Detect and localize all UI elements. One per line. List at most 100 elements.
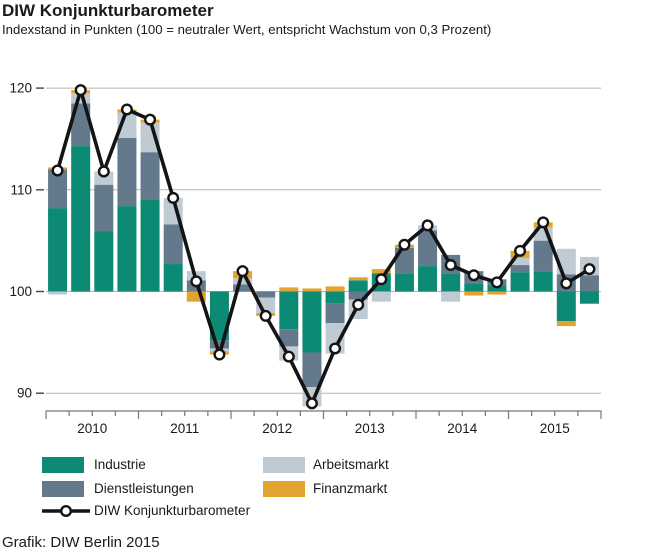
bar-segment-industrie — [510, 272, 530, 292]
page-title: DIW Konjunkturbarometer — [2, 1, 214, 20]
bar-segment-dienstleistungen — [279, 329, 299, 347]
barometer-marker — [467, 269, 480, 282]
bar-segment-industrie — [163, 264, 183, 292]
barometer-line — [55, 88, 592, 406]
bar-segment-industrie — [71, 146, 91, 292]
x-axis-year-label: 2015 — [540, 421, 570, 436]
bar-segment-finanzmarkt — [302, 288, 322, 292]
barometer-marker — [259, 309, 272, 322]
bar-segment-dienstleistungen — [533, 240, 553, 272]
bar-segment-dienstleistungen — [233, 284, 253, 292]
bar-segment-dienstleistungen — [348, 291, 368, 300]
legend-line-sample-icon — [42, 504, 90, 518]
bar-segment-finanzmarkt — [556, 320, 576, 327]
y-axis-label: 90 — [17, 386, 32, 401]
barometer-marker — [144, 113, 157, 126]
bar-segment-industrie — [394, 273, 414, 292]
barometer-marker — [74, 84, 87, 97]
bar-segment-finanzmarkt — [464, 291, 484, 296]
y-axis-label: 120 — [9, 81, 32, 96]
bar-segment-industrie — [418, 266, 438, 292]
y-axis-label: 110 — [10, 182, 32, 197]
bar-segment-arbeitsmarkt — [510, 257, 530, 266]
barometer-marker — [490, 276, 503, 289]
bar-segment-industrie — [579, 291, 599, 304]
x-axis-year-label: 2012 — [262, 421, 292, 436]
legend-swatch-arbeitsmarkt — [263, 457, 305, 473]
legend-swatch-industrie — [42, 457, 84, 473]
bar-segment-finanzmarkt — [348, 277, 368, 281]
bar-segment-industrie — [464, 283, 484, 292]
barometer-marker — [236, 265, 249, 278]
barometer-marker — [213, 348, 226, 361]
barometer-marker — [190, 275, 203, 288]
legend-swatch-dienstleistungen — [42, 481, 84, 497]
chart-subtitle: Indexstand in Punkten (100 = neutraler W… — [2, 22, 492, 37]
bar-segment-arbeitsmarkt — [71, 93, 91, 104]
bar-segment-dienstleistungen — [325, 303, 345, 324]
barometer-marker — [583, 263, 596, 276]
barometer-marker — [444, 259, 457, 272]
legend-swatch-finanzmarkt — [263, 481, 305, 497]
barometer-marker — [51, 164, 64, 177]
bar-segment-industrie — [117, 206, 137, 292]
barometer-marker — [560, 277, 573, 290]
barometer-marker — [282, 350, 295, 363]
bar-segment-industrie — [302, 291, 322, 353]
bar-segment-dienstleistungen — [71, 103, 91, 147]
bar-segment-dienstleistungen — [117, 137, 137, 207]
barometer-marker — [514, 244, 527, 257]
x-axis-year-label: 2011 — [170, 421, 199, 436]
bar-segment-industrie — [209, 291, 229, 341]
bar-segment-finanzmarkt — [279, 287, 299, 292]
barometer-marker — [97, 165, 110, 178]
bar-segment-dienstleistungen — [256, 291, 276, 298]
legend-label-barometer: DIW Konjunkturbarometer — [94, 503, 251, 518]
bar-segment-industrie — [441, 273, 461, 292]
legend-label-arbeitsmarkt: Arbeitsmarkt — [313, 457, 389, 472]
bar-segment-arbeitsmarkt — [233, 278, 253, 285]
source-credit: Grafik: DIW Berlin 2015 — [2, 534, 160, 551]
barometer-marker — [329, 342, 342, 355]
bar-segment-dienstleistungen — [302, 352, 322, 388]
bar-segment-arbeitsmarkt — [371, 291, 391, 302]
bar-segment-dienstleistungen — [209, 340, 229, 349]
x-axis-year-label: 2010 — [77, 421, 107, 436]
bar-segment-industrie — [279, 291, 299, 330]
bar-segment-industrie — [556, 291, 576, 321]
bar-segment-arbeitsmarkt — [48, 291, 68, 295]
legend-label-industrie: Industrie — [94, 457, 146, 472]
bar-segment-dienstleistungen — [94, 184, 114, 232]
legend-label-finanzmarkt: Finanzmarkt — [313, 481, 388, 496]
bar-segment-industrie — [94, 231, 114, 292]
barometer-marker — [537, 216, 550, 229]
bar-segment-industrie — [533, 271, 553, 292]
bar-segment-dienstleistungen — [48, 169, 68, 209]
bar-segment-finanzmarkt — [371, 269, 391, 274]
bar-segment-finanzmarkt — [487, 291, 507, 295]
barometer-marker — [398, 238, 411, 251]
bar-segment-dienstleistungen — [418, 230, 438, 267]
y-axis-label: 100 — [9, 284, 32, 299]
bar-segment-arbeitsmarkt — [441, 291, 461, 302]
bar-segment-dienstleistungen — [579, 275, 599, 292]
bar-segment-industrie — [48, 208, 68, 292]
barometer-marker — [167, 191, 180, 204]
barometer-marker — [305, 397, 318, 410]
bar-segment-finanzmarkt — [325, 286, 345, 292]
barometer-marker — [421, 219, 434, 232]
bar-segment-dienstleistungen — [510, 265, 530, 273]
bar-segment-dienstleistungen — [140, 152, 160, 200]
x-axis-year-label: 2013 — [355, 421, 385, 436]
bar-segment-industrie — [487, 285, 507, 292]
bar-segment-industrie — [325, 291, 345, 304]
bar-segment-industrie — [140, 199, 160, 292]
bar-segment-dienstleistungen — [163, 224, 183, 265]
barometer-marker — [375, 273, 388, 286]
barometer-marker — [120, 103, 133, 116]
legend-label-dienstleistungen: Dienstleistungen — [94, 481, 194, 496]
bar-segment-industrie — [348, 280, 368, 292]
x-axis-year-label: 2014 — [447, 421, 478, 436]
barometer-marker — [352, 298, 365, 311]
